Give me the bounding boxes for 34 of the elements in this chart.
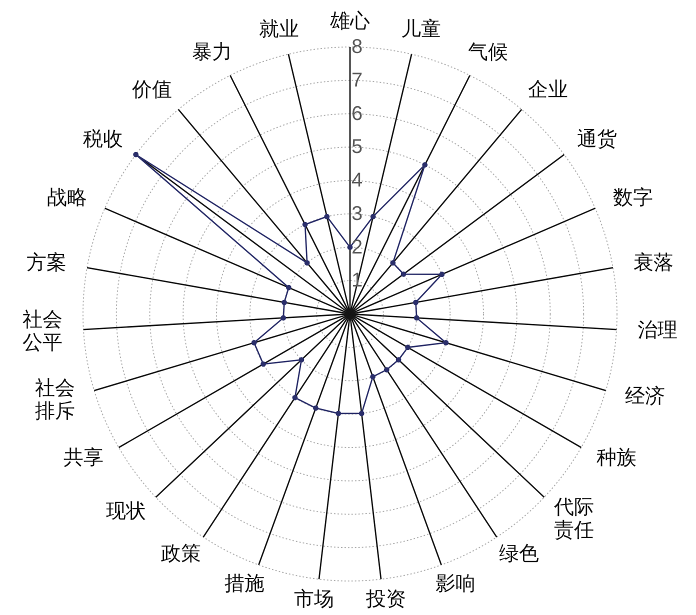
category-label: 暴力 xyxy=(192,42,232,64)
tick-label: 6 xyxy=(352,102,363,125)
category-label: 雄心 xyxy=(330,10,370,32)
category-label: 影响 xyxy=(435,573,476,596)
tick-label: 2 xyxy=(352,236,363,258)
category-label: 儿童 xyxy=(401,18,442,40)
category-label: 企业 xyxy=(528,78,568,101)
category-label: 社会排斥 xyxy=(34,377,75,422)
category-label: 措施 xyxy=(224,573,265,596)
tick-label: 7 xyxy=(352,69,363,92)
category-label: 种族 xyxy=(596,446,637,469)
category-label: 共享 xyxy=(63,446,104,469)
category-label: 衰落 xyxy=(633,252,674,274)
category-label: 政策 xyxy=(160,543,201,566)
category-label: 现状 xyxy=(106,500,146,522)
category-label: 投资 xyxy=(366,588,406,611)
category-label: 市场 xyxy=(294,588,334,611)
category-label: 价值 xyxy=(132,78,172,101)
tick-label: 5 xyxy=(352,136,363,158)
category-label: 方案 xyxy=(26,252,67,274)
tick-label: 3 xyxy=(352,202,363,225)
category-label: 代际责任 xyxy=(554,496,594,542)
category-label: 经济 xyxy=(625,385,666,408)
category-label: 社会公平 xyxy=(22,308,63,354)
category-label: 战略 xyxy=(47,187,88,210)
tick-label: 8 xyxy=(352,36,363,58)
category-label: 就业 xyxy=(258,18,299,40)
category-label: 绿色 xyxy=(499,543,540,566)
category-label: 治理 xyxy=(637,320,678,342)
tick-label: 4 xyxy=(352,170,363,192)
category-label: 气候 xyxy=(468,42,508,64)
category-label: 数字 xyxy=(612,187,653,210)
category-label: 通货 xyxy=(577,128,618,150)
category-label: 税收 xyxy=(82,128,123,150)
